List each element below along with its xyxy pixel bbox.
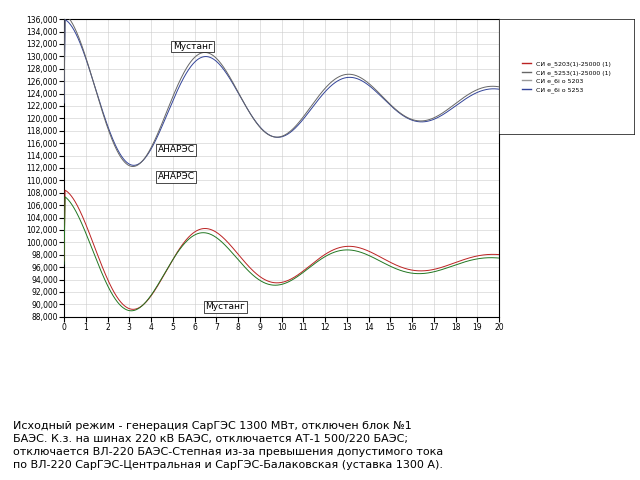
Text: АНАРЭС: АНАРЭС bbox=[157, 172, 195, 181]
Text: Исходный режим - генерация СарГЭС 1300 МВт, отключен блок №1
БАЭС. К.з. на шинах: Исходный режим - генерация СарГЭС 1300 М… bbox=[13, 421, 443, 470]
Text: Мустанг: Мустанг bbox=[205, 302, 245, 312]
Text: АНАРЭС: АНАРЭС bbox=[157, 145, 195, 155]
Legend: CИ e_5203(1)-25000 (1), CИ e_5253(1)-25000 (1), CИ e_6i o 5203, CИ e_6i o 5253: CИ e_5203(1)-25000 (1), CИ e_5253(1)-250… bbox=[519, 59, 614, 95]
Text: Мустанг: Мустанг bbox=[173, 42, 212, 51]
